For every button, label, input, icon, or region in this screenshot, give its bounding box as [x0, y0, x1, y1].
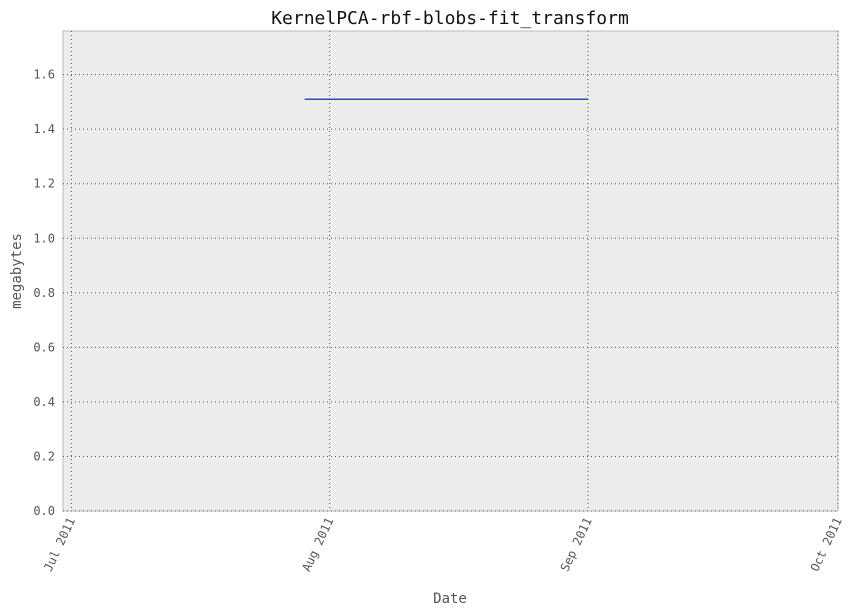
y-tick-label: 1.6 [33, 68, 55, 82]
x-axis-label: Date [433, 591, 467, 607]
y-tick-label: 0.0 [33, 504, 55, 518]
y-axis-label: megabytes [9, 233, 25, 309]
x-tick-label: Oct 2011 [808, 515, 845, 573]
x-axis-ticks: Jul 2011 Aug 2011 Sep 2011 Oct 2011 [41, 515, 845, 573]
y-tick-label: 1.2 [33, 177, 55, 191]
y-tick-label: 0.6 [33, 340, 55, 354]
y-tick-label: 0.8 [33, 286, 55, 300]
y-tick-label: 0.4 [33, 395, 55, 409]
y-tick-label: 1.4 [33, 122, 55, 136]
x-tick-label: Aug 2011 [299, 515, 336, 573]
x-tick-label: Jul 2011 [41, 515, 78, 573]
y-axis-ticks: 0.0 0.2 0.4 0.6 0.8 1.0 1.2 1.4 1.6 [33, 68, 55, 518]
grid-lines [63, 31, 839, 512]
y-tick-label: 1.0 [33, 231, 55, 245]
plot-area [62, 30, 839, 512]
chart-title: KernelPCA-rbf-blobs-fit_transform [271, 8, 629, 29]
y-tick-label: 0.2 [33, 449, 55, 463]
x-tick-label: Sep 2011 [558, 515, 595, 573]
